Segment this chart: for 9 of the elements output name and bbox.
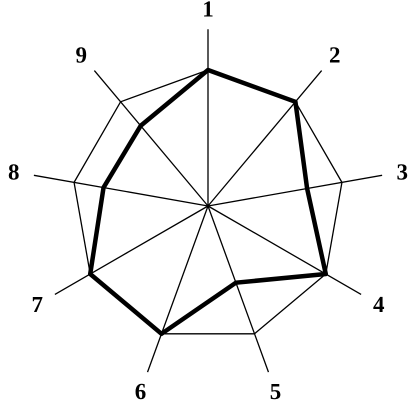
spoke-label: 4 xyxy=(373,292,386,318)
spoke-label: 9 xyxy=(75,42,87,68)
spoke-label: 1 xyxy=(202,0,214,22)
spoke-label: 8 xyxy=(8,159,20,184)
spoke-label: 7 xyxy=(31,292,43,318)
spoke-label: 5 xyxy=(270,378,282,404)
spoke-label: 2 xyxy=(329,42,341,68)
spoke-label: 6 xyxy=(134,378,146,404)
spoke-label: 3 xyxy=(396,159,408,184)
